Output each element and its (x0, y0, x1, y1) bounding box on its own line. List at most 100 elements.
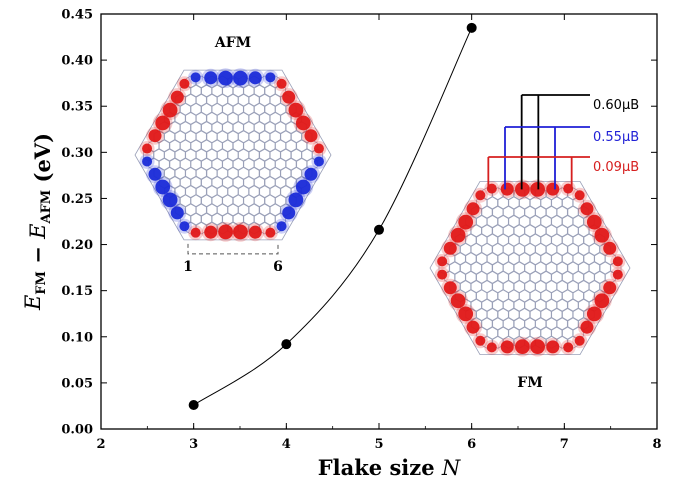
spin-density (594, 227, 610, 243)
lattice-group (134, 68, 631, 357)
spin-density (142, 143, 153, 154)
x-tick-label: 4 (282, 437, 291, 452)
spin-density (288, 102, 304, 118)
x-tick-label: 3 (189, 437, 198, 452)
spin-density (563, 342, 574, 353)
spin-density (443, 241, 457, 255)
moment-label: 0.55μB (593, 130, 639, 145)
spin-density (594, 293, 610, 309)
spin-density (155, 115, 171, 131)
spin-density (204, 225, 218, 239)
spin-density (276, 78, 287, 89)
spin-density (586, 306, 602, 322)
y-tick-label: 0.25 (61, 192, 93, 207)
spin-density (546, 340, 560, 354)
spin-density (603, 281, 617, 295)
afm-flake-lattice (143, 75, 323, 235)
y-tick-label: 0.30 (61, 146, 93, 161)
y-axis-title-part: (eV) (30, 133, 55, 190)
fm-flake (429, 179, 631, 357)
y-axis-title-part: E (26, 224, 50, 240)
y-tick-label: 0.05 (61, 376, 93, 391)
spin-density (530, 339, 545, 355)
spin-density (233, 70, 248, 86)
spin-density (475, 335, 486, 346)
spin-density (466, 320, 480, 334)
y-tick-label: 0.35 (61, 100, 93, 115)
y-tick-label: 0.45 (61, 8, 93, 23)
spin-density (612, 269, 623, 280)
spin-density (515, 339, 530, 355)
spin-density (603, 241, 617, 255)
spin-density (458, 306, 474, 322)
spin-density (450, 293, 466, 309)
spin-density (282, 206, 296, 220)
x-tick-label: 7 (560, 437, 569, 452)
x-tick-label: 5 (374, 437, 383, 452)
y-axis-title-part: E (21, 295, 45, 311)
spin-density (304, 129, 318, 143)
spin-density (313, 143, 324, 154)
spin-density (162, 102, 178, 118)
spin-density (458, 214, 474, 230)
x-tick-label: 2 (96, 437, 105, 452)
spin-density (179, 78, 190, 89)
spin-density (233, 224, 248, 240)
y-axis-title-part: AFM (39, 190, 54, 225)
spin-density (612, 256, 623, 267)
spin-density (546, 182, 560, 196)
spin-density (475, 190, 486, 201)
spin-density (170, 90, 184, 104)
afm-label: AFM (214, 35, 251, 51)
data-point (281, 339, 292, 350)
spin-density (218, 224, 233, 240)
y-tick-label: 0.15 (61, 284, 93, 299)
spin-density (586, 214, 602, 230)
y-tick-label: 0.20 (61, 238, 93, 253)
insets-layer: AFM 1 6 FM 0.60μB 0.55μB 0.09μB (134, 35, 639, 391)
spin-density (148, 167, 162, 181)
series-line (193, 27, 473, 406)
spin-density (190, 72, 201, 83)
spin-density (248, 225, 262, 239)
spin-density (170, 206, 184, 220)
afm-edge-index-end: 6 (273, 259, 283, 275)
data-point (374, 224, 384, 235)
y-tick-label: 0.10 (61, 330, 93, 345)
series-layer (188, 22, 477, 411)
afm-edge-index-start: 1 (183, 259, 193, 275)
spin-density (155, 179, 171, 195)
fm-spins (434, 179, 626, 357)
spin-density (574, 190, 585, 201)
spin-density (288, 192, 304, 208)
spin-density (179, 221, 190, 232)
y-tick-label: 0.40 (61, 54, 93, 69)
afm-edge-bracket (187, 243, 279, 255)
spin-density (142, 156, 153, 167)
spin-density (282, 90, 296, 104)
x-axis-variable: N (441, 456, 461, 480)
spin-density (265, 72, 276, 83)
y-tick-label: 0.00 (61, 423, 93, 438)
spin-density (437, 269, 448, 280)
spin-density (437, 256, 448, 267)
spin-density (190, 227, 201, 238)
spin-density (486, 342, 497, 353)
spin-density (313, 156, 324, 167)
ticks: 2 3 4 5 6 7 8 0.00 0.05 0.10 0.15 0.20 0.25 0.30 0.35 0… (61, 8, 661, 453)
spin-density (218, 70, 233, 86)
spin-density (265, 227, 276, 238)
data-point (188, 400, 199, 411)
spin-density (443, 281, 457, 295)
fm-flake-outline (429, 180, 631, 356)
spin-density (304, 167, 318, 181)
spin-density (295, 179, 311, 195)
x-tick-label: 8 (652, 437, 661, 452)
spin-density (204, 71, 218, 85)
afm-flake (134, 68, 332, 242)
x-tick-label: 6 (467, 437, 476, 452)
spin-density (580, 202, 594, 216)
spin-density (486, 183, 497, 194)
spin-density (148, 129, 162, 143)
